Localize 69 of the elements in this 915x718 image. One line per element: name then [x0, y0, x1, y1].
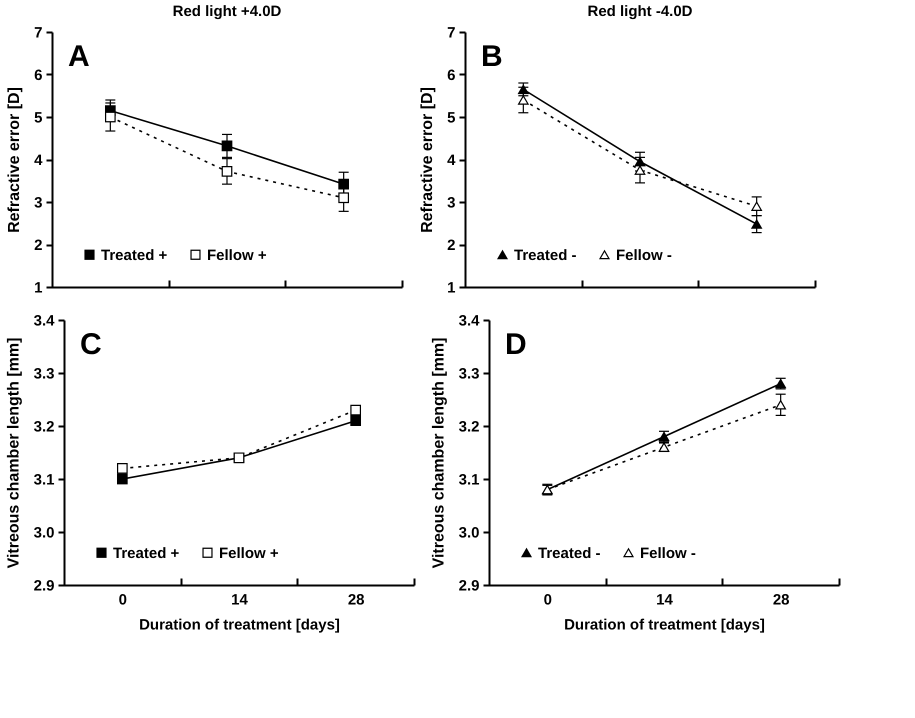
annotation: C [80, 328, 102, 361]
y-tick-label: 2.9 [458, 578, 480, 594]
y-tick-label: 3.4 [458, 312, 480, 330]
point [338, 192, 350, 204]
point [658, 432, 670, 442]
point [751, 202, 762, 211]
y-tick-label: 7 [34, 24, 42, 42]
y-tick-label: 3 [34, 194, 42, 212]
legend-label: Treated + [101, 246, 168, 264]
y-tick-label: 3.3 [34, 366, 54, 382]
y-tick-label: 3.3 [458, 366, 480, 382]
x-tick-label: 0 [544, 592, 552, 608]
point [104, 112, 116, 122]
legend-label: Fellow - [616, 246, 672, 264]
y-tick-label: 5 [447, 110, 456, 126]
x-axis-title: Duration of treatment [days] [564, 616, 765, 634]
annotation: D [505, 328, 527, 361]
y-axis-title: Vitreous chamber length [mm] [6, 338, 23, 568]
y-tick-label: 7 [447, 24, 456, 42]
y-tick-label: 1 [34, 280, 42, 296]
point [751, 219, 762, 229]
x-tick-label: 28 [348, 592, 365, 608]
y-tick-label: 3.0 [458, 524, 480, 542]
legend-label: Treated - [514, 246, 577, 264]
legend-label: Fellow + [219, 544, 279, 562]
point [518, 84, 529, 94]
point [116, 474, 128, 484]
y-tick-label: 3.0 [34, 524, 54, 542]
y-tick-label: 2 [447, 237, 456, 254]
legend-label: Treated + [113, 544, 180, 562]
point [775, 400, 786, 410]
point [350, 415, 362, 426]
point [338, 178, 350, 190]
y-tick-label: 3.4 [34, 312, 56, 330]
annotation: B [481, 40, 503, 73]
y-tick-label: 3.2 [458, 418, 480, 436]
y-axis-title: Vitreous chamber length [mm] [430, 338, 448, 568]
point [222, 140, 232, 152]
legend-label: Fellow + [207, 246, 267, 264]
x-axis-title: Duration of treatment [days] [139, 616, 340, 634]
chart-title: Red light +4.0D [172, 3, 282, 20]
point [222, 166, 232, 177]
x-tick-label: 0 [118, 592, 128, 608]
x-tick-label: 28 [772, 592, 790, 608]
x-tick-label: 14 [656, 592, 674, 608]
legend-label: Fellow - [640, 544, 696, 562]
legend-label: Treated - [538, 544, 601, 562]
y-tick-label: 5 [34, 110, 42, 126]
y-tick-label: 2 [34, 237, 42, 254]
y-axis-title: Refractive error [D] [419, 87, 436, 233]
y-tick-label: 3.2 [34, 418, 54, 436]
y-tick-label: 6 [34, 67, 42, 84]
chart-title: Red light -4.0D [587, 3, 693, 20]
y-tick-label: 3 [447, 194, 456, 212]
point [634, 156, 646, 166]
y-tick-label: 6 [447, 67, 456, 84]
y-tick-label: 4 [34, 152, 44, 169]
y-tick-label: 4 [447, 152, 456, 169]
point [350, 404, 362, 416]
point [634, 165, 646, 175]
y-tick-label: 2.9 [34, 578, 54, 594]
annotation: A [68, 40, 90, 73]
y-axis-title: Refractive error [D] [6, 87, 24, 233]
point [116, 463, 128, 474]
point [518, 95, 529, 105]
x-tick-label: 14 [231, 592, 248, 608]
y-tick-label: 3.1 [458, 472, 480, 488]
y-tick-label: 3.1 [34, 472, 54, 488]
y-tick-label: 1 [447, 280, 456, 296]
